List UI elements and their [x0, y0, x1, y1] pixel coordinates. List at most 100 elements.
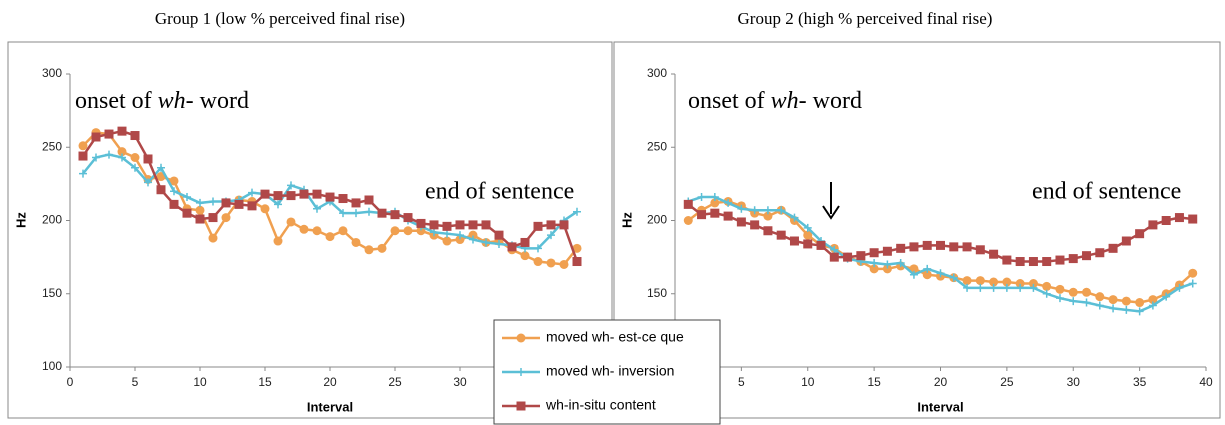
marker: [1082, 287, 1092, 297]
y-tick-label: 300: [647, 66, 667, 80]
marker: [286, 191, 296, 201]
marker: [351, 237, 361, 247]
marker: [338, 194, 348, 204]
marker: [1148, 220, 1158, 230]
y-axis-label: Hz: [619, 212, 634, 228]
marker: [260, 189, 270, 199]
marker: [683, 199, 693, 209]
marker: [468, 230, 478, 240]
marker: [1188, 214, 1198, 224]
marker: [273, 191, 283, 201]
marker: [1121, 296, 1131, 306]
annotation-part: - word: [186, 88, 249, 114]
marker: [79, 169, 87, 178]
marker: [896, 258, 905, 267]
marker: [325, 232, 335, 242]
y-tick-label: 150: [42, 286, 62, 300]
chart-title: Group 2 (high % perceived final rise): [738, 9, 993, 28]
marker: [1015, 257, 1025, 267]
marker: [1174, 213, 1184, 223]
marker: [1095, 301, 1104, 310]
marker: [724, 198, 733, 207]
marker: [1148, 301, 1157, 310]
marker: [789, 236, 799, 246]
marker: [883, 260, 892, 269]
marker: [870, 258, 879, 267]
marker: [442, 236, 452, 246]
marker: [710, 193, 719, 202]
x-tick-label: 20: [323, 375, 337, 389]
marker: [1135, 307, 1144, 316]
marker: [1068, 254, 1078, 264]
marker: [1055, 255, 1065, 265]
marker: [1002, 255, 1012, 265]
annotation-part: wh: [158, 88, 186, 114]
marker: [221, 213, 231, 223]
marker: [710, 208, 720, 218]
arrow-head: [822, 205, 840, 220]
marker: [520, 251, 530, 261]
marker: [234, 199, 244, 209]
marker: [1055, 284, 1065, 294]
marker: [130, 131, 140, 141]
arrow: [822, 182, 840, 220]
annotation-part: wh: [771, 88, 799, 114]
x-tick-label: 30: [1067, 375, 1081, 389]
marker: [882, 246, 892, 256]
marker: [1042, 281, 1052, 291]
marker: [195, 205, 205, 215]
marker: [777, 206, 786, 215]
marker: [989, 283, 998, 292]
marker: [352, 209, 360, 218]
marker: [429, 220, 439, 230]
marker: [377, 208, 387, 218]
marker: [143, 154, 153, 164]
marker: [697, 210, 707, 220]
marker: [403, 226, 413, 236]
marker: [1082, 251, 1092, 261]
marker: [1121, 236, 1131, 246]
marker: [843, 252, 853, 262]
annotation-part: - word: [799, 88, 862, 114]
panel-frame: [613, 41, 1221, 419]
marker: [91, 132, 101, 142]
marker: [221, 198, 231, 208]
marker: [1002, 283, 1011, 292]
legend-marker: [516, 333, 526, 343]
marker: [482, 238, 490, 247]
marker: [909, 242, 919, 252]
marker: [1188, 279, 1197, 288]
marker: [1108, 295, 1118, 305]
marker: [776, 230, 786, 240]
marker: [455, 220, 465, 230]
x-axis-label: Interval: [307, 399, 353, 414]
marker: [495, 239, 503, 248]
marker: [803, 223, 812, 232]
marker: [1016, 283, 1025, 292]
marker: [750, 220, 760, 230]
marker: [130, 153, 140, 163]
x-tick-label: 0: [67, 375, 74, 389]
marker: [559, 220, 569, 230]
marker: [750, 206, 759, 215]
marker: [351, 198, 361, 208]
marker: [533, 221, 543, 231]
x-tick-label: 5: [132, 375, 139, 389]
x-tick-label: 15: [258, 375, 272, 389]
marker: [1029, 283, 1038, 292]
marker: [183, 193, 191, 202]
marker: [736, 217, 746, 227]
panel-frame: [7, 41, 613, 419]
marker: [144, 178, 152, 187]
marker: [989, 249, 999, 259]
marker: [156, 185, 166, 195]
y-tick-label: 200: [647, 213, 667, 227]
annotation: onset of wh- word: [75, 88, 249, 114]
marker: [456, 231, 464, 240]
marker: [1028, 257, 1038, 267]
legend-label: wh-in-situ content: [545, 397, 656, 413]
marker: [1028, 278, 1038, 288]
marker: [869, 248, 879, 258]
marker: [534, 244, 542, 253]
